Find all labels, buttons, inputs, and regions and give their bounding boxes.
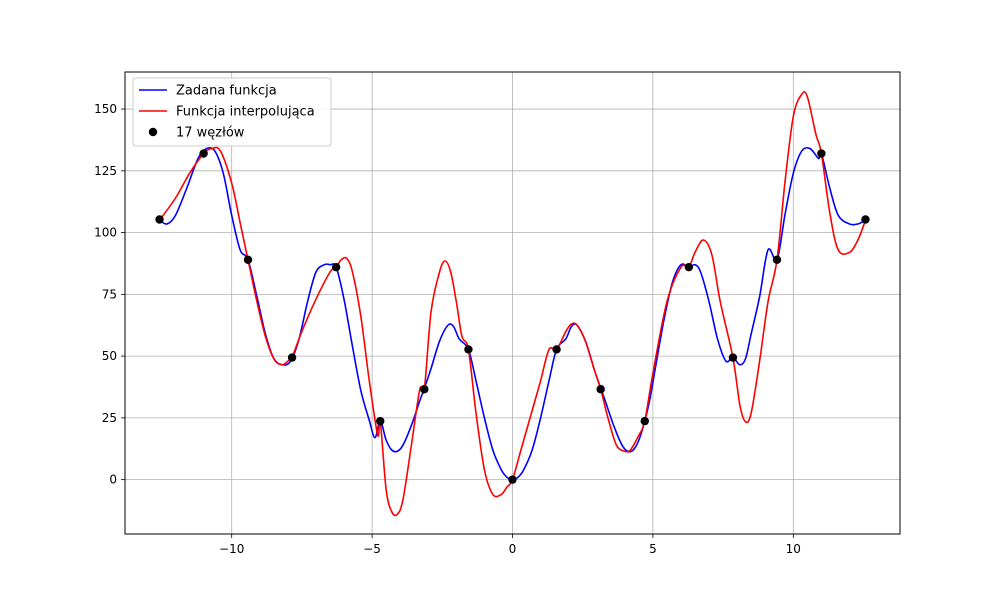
- y-tick-label: 50: [102, 349, 117, 363]
- y-tick-label: 100: [94, 226, 117, 240]
- node-point: [640, 416, 649, 426]
- node-point: [684, 262, 694, 272]
- legend-label: Zadana funkcja: [176, 84, 277, 99]
- y-tick-label: 125: [94, 164, 117, 178]
- node-point: [199, 149, 208, 158]
- y-tick-label: 150: [94, 102, 117, 116]
- x-tick-label: 0: [509, 542, 517, 556]
- node-point: [331, 262, 341, 272]
- node-point: [287, 353, 297, 362]
- legend: Zadana funkcja Funkcja interpolująca 17 wę…: [132, 77, 332, 147]
- node-point: [243, 255, 253, 264]
- node-point: [596, 385, 605, 394]
- node-point: [552, 345, 561, 354]
- x-tick-label: 5: [649, 542, 657, 556]
- x-tick-label: −10: [219, 542, 244, 556]
- series-line-1: [158, 90, 867, 517]
- node-point: [861, 215, 870, 224]
- legend-swatch-marker: [148, 127, 158, 137]
- legend-label: 17 węzłów: [176, 126, 245, 141]
- node-point: [772, 255, 782, 264]
- node-point: [155, 215, 164, 224]
- x-tick-label: 10: [786, 542, 801, 556]
- node-point: [508, 475, 517, 484]
- legend-box: [132, 77, 332, 147]
- series-layer: [155, 90, 870, 517]
- node-point: [420, 385, 429, 394]
- node-point: [728, 353, 738, 362]
- legend-label: Funkcja interpolująca: [176, 105, 315, 120]
- grid: [125, 72, 900, 534]
- node-point: [817, 149, 826, 158]
- y-tick-label: 25: [102, 411, 117, 425]
- x-tick-label: −5: [363, 542, 381, 556]
- node-point: [376, 416, 385, 426]
- y-tick-label: 75: [102, 287, 117, 301]
- y-tick-label: 0: [109, 473, 117, 487]
- node-point: [464, 345, 473, 354]
